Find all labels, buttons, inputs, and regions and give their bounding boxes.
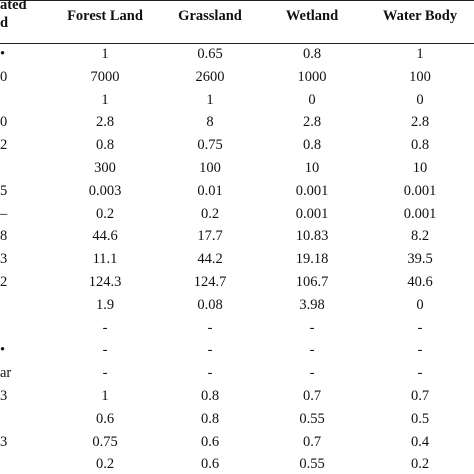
row-stub: • xyxy=(0,342,6,359)
cell-value: 300 xyxy=(94,160,116,176)
cell-value: 1 xyxy=(101,91,109,108)
cell-value: - xyxy=(207,342,213,359)
cell-value: 0.2 xyxy=(95,205,115,222)
cell-value: 0.8 xyxy=(200,388,220,404)
row-stub: 3 xyxy=(0,251,8,268)
cell-value: 0.75 xyxy=(92,433,118,450)
cell-value: 1 xyxy=(416,46,424,62)
column-header: Grassland xyxy=(178,8,242,24)
cell-value: 0 xyxy=(416,91,424,108)
cell-value: - xyxy=(207,365,213,382)
row-stub: – xyxy=(0,205,8,222)
cell-value: 2600 xyxy=(195,68,225,85)
cell-value: 40.6 xyxy=(407,274,433,290)
cell-value: 11.1 xyxy=(92,251,118,268)
cell-value: 0.55 xyxy=(299,410,325,427)
row-stub: • xyxy=(0,46,6,62)
cell-value: 0.8 xyxy=(302,46,322,62)
cell-value: - xyxy=(309,342,315,359)
cell-value: 1 xyxy=(101,46,109,62)
cell-value: 0.55 xyxy=(299,456,325,473)
cell-value: 0.01 xyxy=(197,182,223,199)
cell-value: 8.2 xyxy=(410,228,430,245)
cell-value: 0.2 xyxy=(200,205,220,222)
cell-value: 0.2 xyxy=(95,456,115,473)
cell-value: 10 xyxy=(304,160,320,176)
cell-value: 0.6 xyxy=(200,456,220,473)
cell-value: 1000 xyxy=(297,68,327,85)
cell-value: 0.7 xyxy=(302,388,322,404)
cell-value: 0.75 xyxy=(197,137,223,154)
cell-value: 44.6 xyxy=(92,228,118,245)
cell-value: 0 xyxy=(416,296,424,313)
cell-value: 1 xyxy=(206,91,214,108)
cell-value: - xyxy=(102,319,108,336)
cell-value: - xyxy=(417,342,423,359)
row-stub: 8 xyxy=(0,228,8,245)
cell-value: 0.8 xyxy=(410,137,430,154)
cell-value: 7000 xyxy=(90,68,120,85)
cell-value: - xyxy=(309,365,315,382)
row-stub: 5 xyxy=(0,182,8,199)
row-stub: 0 xyxy=(0,68,8,85)
cell-value: 10.83 xyxy=(295,228,329,245)
cell-value: 124.7 xyxy=(193,274,227,290)
cell-value: 3.98 xyxy=(299,296,325,313)
cell-value: 0.8 xyxy=(302,137,322,154)
cell-value: - xyxy=(309,319,315,336)
cell-value: 0.5 xyxy=(410,410,430,427)
row-stub: 2 xyxy=(0,274,8,290)
cell-value: 0.6 xyxy=(200,433,220,450)
column-header: Wetland xyxy=(285,8,339,24)
cell-value: 1.9 xyxy=(95,296,115,313)
cell-value: 0.001 xyxy=(403,182,437,199)
cell-value: 100 xyxy=(409,68,431,85)
row-stub: 2 xyxy=(0,137,8,154)
cell-value: 10 xyxy=(412,160,428,176)
row-stub: 3 xyxy=(0,388,8,404)
cell-value: 0.7 xyxy=(410,388,430,404)
cell-value: 0.2 xyxy=(410,456,430,473)
cell-value: 0.08 xyxy=(197,296,223,313)
row-stub: ar xyxy=(0,365,12,382)
cell-value: 100 xyxy=(199,160,221,176)
cell-value: - xyxy=(417,319,423,336)
cell-value: 0.001 xyxy=(295,205,329,222)
row-stub: 0 xyxy=(0,114,8,131)
cell-value: 0 xyxy=(308,91,316,108)
cell-value: 0.001 xyxy=(403,205,437,222)
cell-value: 39.5 xyxy=(407,251,433,268)
cell-value: 19.18 xyxy=(295,251,329,268)
row-stub: 3 xyxy=(0,433,8,450)
cell-value: - xyxy=(102,342,108,359)
top-rule xyxy=(0,0,474,1)
cell-value: 0.003 xyxy=(88,182,122,199)
header-rule xyxy=(0,43,474,44)
cell-value: 0.65 xyxy=(197,46,223,62)
cell-value: - xyxy=(207,319,213,336)
cell-value: 1 xyxy=(101,388,109,404)
cell-value: 0.8 xyxy=(95,137,115,154)
cell-value: 8 xyxy=(206,114,214,131)
column-header: Water Body xyxy=(382,8,458,24)
cell-value: 0.7 xyxy=(302,433,322,450)
cell-value: - xyxy=(417,365,423,382)
header-stub: ated d xyxy=(0,0,27,31)
cell-value: 0.6 xyxy=(95,410,115,427)
cell-value: 106.7 xyxy=(295,274,329,290)
column-header: Forest Land xyxy=(67,8,143,24)
cell-value: 124.3 xyxy=(88,274,122,290)
cell-value: 0.4 xyxy=(410,433,430,450)
cell-value: 17.7 xyxy=(197,228,223,245)
cell-value: 0.001 xyxy=(295,182,329,199)
cell-value: 2.8 xyxy=(302,114,322,131)
cell-value: 44.2 xyxy=(197,251,223,268)
cell-value: - xyxy=(102,365,108,382)
cell-value: 2.8 xyxy=(410,114,430,131)
cell-value: 2.8 xyxy=(95,114,115,131)
cell-value: 0.8 xyxy=(200,410,220,427)
